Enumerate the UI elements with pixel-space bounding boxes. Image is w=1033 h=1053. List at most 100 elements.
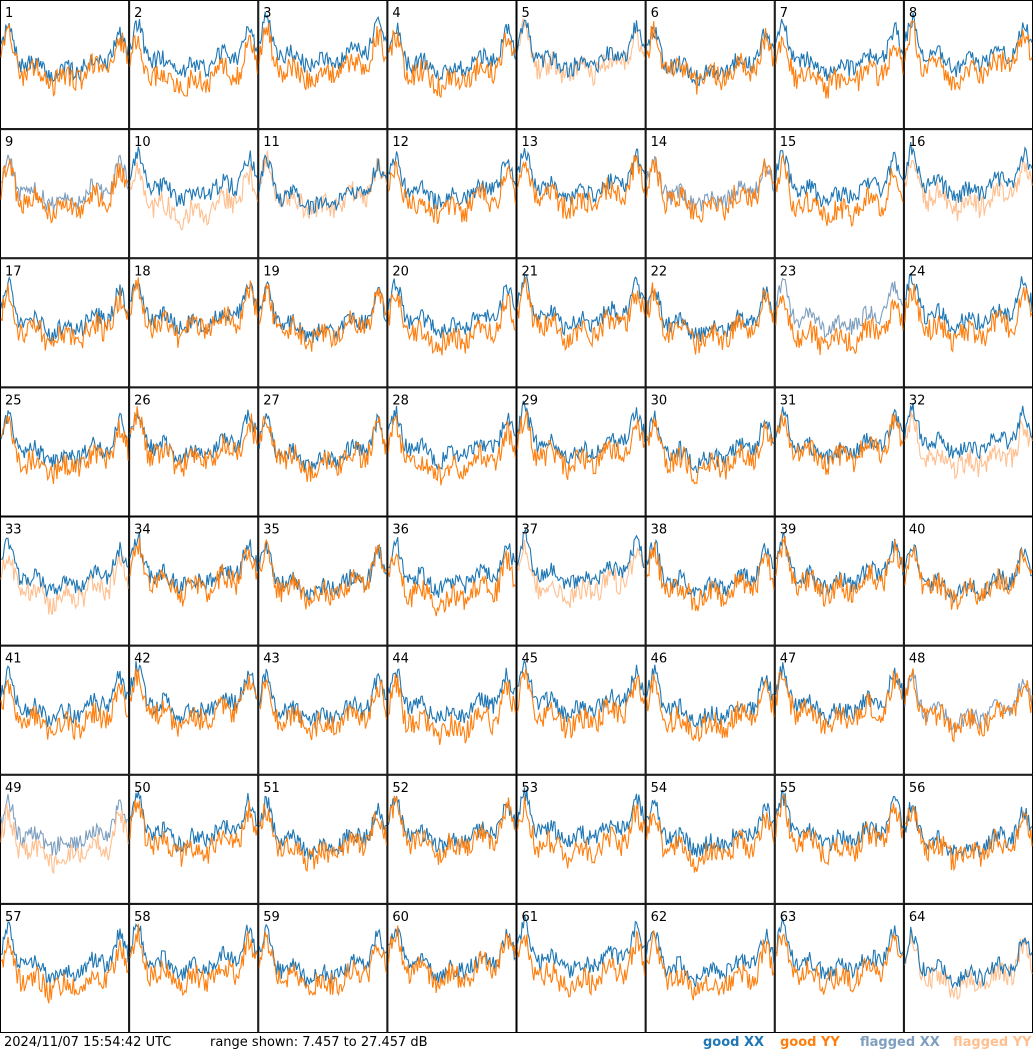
trace-xx-good bbox=[646, 286, 775, 342]
panel-label: 64 bbox=[909, 910, 926, 925]
panel-label: 22 bbox=[651, 264, 668, 279]
trace-xx-good bbox=[775, 533, 904, 597]
timestamp: 2024/11/07 15:54:42 UTC bbox=[4, 1035, 172, 1050]
panel-label: 7 bbox=[780, 6, 788, 21]
panel-48: 48 bbox=[903, 645, 1033, 775]
panel-56: 56 bbox=[903, 774, 1033, 904]
trace-yy-good bbox=[129, 537, 258, 607]
panel-40: 40 bbox=[903, 516, 1033, 646]
trace-yy-good bbox=[129, 923, 258, 997]
trace-xx-good bbox=[904, 142, 1033, 203]
trace-xx-good bbox=[516, 148, 646, 205]
trace-yy-good bbox=[129, 277, 258, 348]
trace-yy-good bbox=[129, 799, 258, 867]
trace-xx-good bbox=[387, 405, 516, 470]
panel-label: 40 bbox=[909, 523, 926, 538]
panel-50: 50 bbox=[129, 774, 259, 904]
panel-label: 55 bbox=[780, 781, 797, 796]
panel-34: 34 bbox=[129, 516, 259, 646]
trace-yy-good bbox=[129, 34, 258, 97]
trace-yy-good bbox=[0, 24, 129, 97]
trace-yy-good bbox=[775, 933, 904, 995]
trace-yy-good bbox=[387, 795, 516, 865]
trace-yy-good bbox=[646, 930, 775, 1001]
panel-frame bbox=[774, 903, 904, 1033]
panel-32: 32 bbox=[903, 387, 1033, 517]
panel-31: 31 bbox=[774, 387, 904, 517]
panel-label: 30 bbox=[651, 393, 668, 408]
panel-frame bbox=[129, 0, 259, 130]
trace-yy-flagged bbox=[517, 18, 646, 87]
trace-yy-good bbox=[387, 550, 516, 617]
trace-yy-good bbox=[646, 812, 775, 873]
panel-label: 48 bbox=[909, 652, 926, 667]
panel-label: 49 bbox=[5, 781, 22, 796]
panel-27: 27 bbox=[258, 387, 388, 517]
range-shown: range shown: 7.457 to 27.457 dB bbox=[210, 1035, 428, 1050]
panel-13: 13 bbox=[516, 129, 646, 259]
panel-15: 15 bbox=[774, 129, 904, 259]
trace-yy-good bbox=[258, 803, 387, 873]
panel-label: 52 bbox=[392, 781, 409, 796]
trace-xx-good bbox=[388, 536, 516, 598]
trace-xx-good bbox=[0, 665, 129, 728]
panel-frame bbox=[516, 903, 646, 1033]
panel-label: 17 bbox=[5, 264, 22, 279]
trace-yy-good bbox=[258, 283, 387, 352]
trace-yy-good bbox=[775, 412, 904, 475]
panel-11: 11 bbox=[258, 129, 388, 259]
panel-14: 14 bbox=[645, 129, 775, 259]
trace-xx-good bbox=[646, 799, 775, 858]
panel-label: 62 bbox=[651, 910, 668, 925]
panel-label: 13 bbox=[522, 135, 539, 150]
trace-xx-good bbox=[129, 923, 258, 981]
panel-23: 23 bbox=[774, 258, 904, 388]
trace-xx-good bbox=[516, 527, 645, 590]
panel-label: 29 bbox=[522, 393, 539, 408]
trace-xx-good bbox=[516, 787, 645, 848]
trace-xx-good bbox=[258, 668, 387, 729]
panel-58: 58 bbox=[129, 903, 259, 1033]
panel-label: 28 bbox=[392, 393, 409, 408]
trace-yy-good bbox=[646, 282, 775, 355]
legend-good-yy: good YY bbox=[780, 1033, 840, 1053]
panel-label: 25 bbox=[5, 393, 22, 408]
panel-label: 61 bbox=[522, 910, 539, 925]
trace-yy-good bbox=[129, 406, 258, 477]
panel-label: 18 bbox=[134, 264, 151, 279]
panel-frame bbox=[774, 0, 904, 130]
panel-label: 38 bbox=[651, 523, 668, 538]
trace-yy-flagged bbox=[517, 539, 646, 609]
trace-yy-good bbox=[904, 545, 1033, 610]
trace-yy-good bbox=[646, 417, 775, 485]
trace-xx-flagged bbox=[0, 794, 129, 856]
trace-yy-good bbox=[904, 805, 1033, 872]
panel-label: 26 bbox=[134, 393, 151, 408]
panel-label: 12 bbox=[392, 135, 409, 150]
trace-yy-good bbox=[516, 930, 646, 998]
trace-yy-good bbox=[646, 21, 775, 95]
panel-label: 24 bbox=[909, 264, 926, 279]
trace-yy-good bbox=[258, 678, 387, 741]
trace-xx-good bbox=[904, 12, 1033, 78]
panel-label: 43 bbox=[263, 652, 280, 667]
panel-label: 35 bbox=[263, 523, 280, 538]
trace-xx-good bbox=[904, 544, 1033, 604]
trace-xx-good bbox=[775, 18, 904, 81]
trace-yy-good bbox=[258, 931, 387, 997]
panel-17: 17 bbox=[0, 258, 130, 388]
legend-flagged-yy: flagged YY bbox=[953, 1033, 1032, 1053]
panel-10: 10 bbox=[129, 129, 259, 259]
trace-yy-flagged bbox=[0, 803, 129, 874]
panel-frame bbox=[129, 516, 259, 646]
panel-frame bbox=[516, 387, 646, 517]
panel-label: 46 bbox=[651, 652, 668, 667]
legend-good-xx-word: good bbox=[703, 1035, 740, 1050]
trace-xx-good bbox=[0, 921, 129, 984]
trace-xx-good bbox=[904, 402, 1033, 460]
trace-yy-good bbox=[258, 22, 387, 91]
panel-54: 54 bbox=[645, 774, 775, 904]
panel-44: 44 bbox=[387, 645, 517, 775]
panel-55: 55 bbox=[774, 774, 904, 904]
